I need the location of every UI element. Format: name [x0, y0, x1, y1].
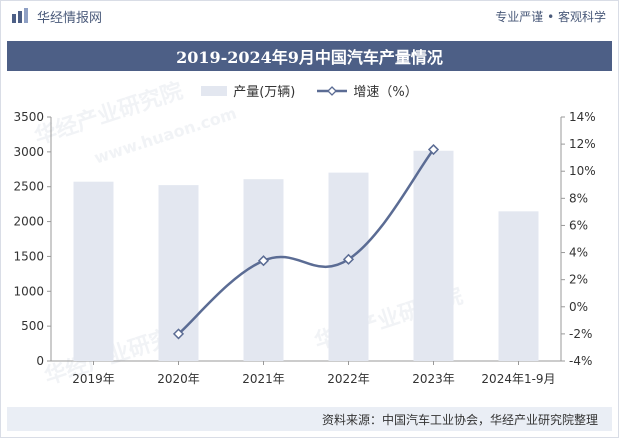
y-right-tick-label: 0% — [569, 300, 588, 314]
legend-line-swatch — [317, 85, 348, 96]
bar — [498, 211, 539, 361]
chart-legend: 产量(万辆) 增速（%） — [1, 81, 618, 100]
bar — [328, 172, 369, 361]
brand-name: 华经情报网 — [37, 10, 103, 26]
y-right-tick-label: 8% — [569, 191, 588, 205]
growth-point — [172, 328, 185, 340]
x-tick-label: 2020年 — [157, 372, 200, 386]
growth-point — [427, 143, 440, 156]
y-right-tick-label: 14% — [569, 110, 596, 124]
y-left-tick-label: 1500 — [13, 249, 44, 263]
bar — [413, 150, 454, 361]
y-left-tick-label: 1000 — [13, 284, 44, 298]
y-right-tick-label: 4% — [569, 246, 588, 260]
y-right-tick-label: 2% — [569, 273, 588, 287]
legend-item-output: 产量(万辆) — [201, 81, 295, 100]
growth-point — [342, 253, 355, 265]
growth-line — [177, 148, 435, 335]
y-left-tick-label: 3000 — [13, 145, 44, 159]
y-right-tick-label: 10% — [569, 164, 596, 178]
bar — [243, 179, 284, 361]
legend-label-growth: 增速（%） — [353, 85, 418, 100]
y-left-tick-label: 0 — [36, 354, 44, 368]
x-tick-label: 2021年 — [242, 372, 285, 386]
footer: 资料来源：中国汽车工业协会，华经产业研究院整理 — [7, 407, 612, 431]
legend-label-output: 产量(万辆) — [233, 85, 296, 100]
y-right-tick-label: -2% — [569, 327, 592, 341]
y-right-tick-label: 12% — [569, 137, 596, 151]
source-note: 资料来源：中国汽车工业协会，华经产业研究院整理 — [321, 412, 598, 427]
legend-bar-swatch — [201, 85, 228, 96]
tagline: 专业严谨 • 客观科学 — [495, 9, 606, 24]
legend-item-growth: 增速（%） — [317, 81, 418, 100]
x-tick-label: 2023年 — [412, 372, 455, 386]
chart-title: 2019-2024年9月中国汽车产量情况 — [7, 41, 612, 71]
y-right-tick-label: -4% — [569, 354, 592, 368]
y-left-tick-label: 3500 — [13, 110, 44, 124]
top-bar: 华经情报网 专业严谨 • 客观科学 — [1, 1, 618, 31]
brand-logo-icon — [12, 8, 28, 23]
y-right-tick-label: 6% — [569, 218, 588, 232]
bar — [73, 181, 114, 361]
y-left-tick-label: 2000 — [13, 215, 44, 229]
brand: 华经情报网 — [1, 7, 102, 26]
y-left-tick-label: 500 — [21, 319, 44, 333]
x-tick-label: 2019年 — [72, 372, 115, 386]
growth-point — [257, 255, 270, 267]
x-tick-label: 2022年 — [327, 372, 370, 386]
y-left-tick-label: 2500 — [13, 180, 44, 194]
x-tick-label: 2024年1-9月 — [481, 372, 555, 386]
